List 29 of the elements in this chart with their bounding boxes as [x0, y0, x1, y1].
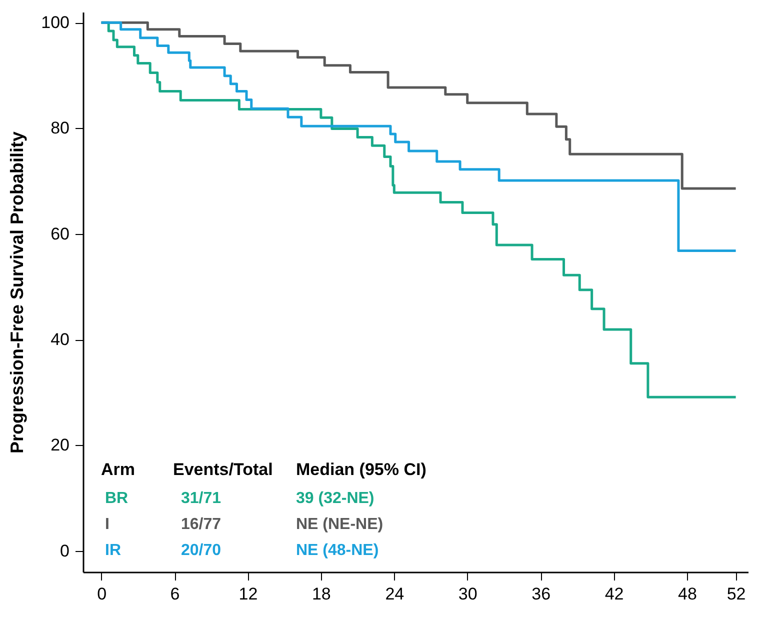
- y-tick-label: 100: [41, 13, 70, 32]
- x-tick-label: 36: [532, 584, 551, 604]
- x-tick-label: 52: [726, 584, 746, 604]
- annotation: Events/Total: [173, 460, 273, 479]
- y-tick-label: 0: [60, 541, 70, 560]
- annotation: 16/77: [181, 516, 222, 533]
- annotation: NE (48-NE): [296, 542, 379, 559]
- y-tick-label: 20: [50, 436, 70, 455]
- y-tick-label: 40: [50, 330, 70, 350]
- annotation: Median (95% CI): [296, 460, 426, 479]
- x-tick-label: 24: [385, 584, 404, 604]
- legend-title: Arm: [101, 460, 136, 479]
- x-tick-label: 48: [678, 584, 697, 604]
- x-tick-label: 6: [170, 584, 180, 604]
- annotation: 39 (32-NE): [296, 490, 374, 507]
- y-tick-label: 60: [50, 224, 70, 244]
- text: IR: [105, 542, 122, 559]
- text: I: [105, 516, 110, 533]
- x-tick-label: 18: [312, 584, 331, 604]
- x-tick-label: 12: [238, 584, 258, 604]
- x-tick-label: 0: [97, 584, 107, 604]
- y-tick-label: 80: [50, 118, 70, 138]
- annotation: NE (NE-NE): [296, 516, 384, 533]
- text: BR: [105, 490, 129, 507]
- y-axis-title: Progression-Free Survival Probability: [7, 131, 28, 454]
- annotation: 31/71: [181, 490, 222, 507]
- annotation: 20/70: [181, 542, 222, 559]
- x-tick-label: 30: [458, 584, 478, 604]
- x-tick-label: 42: [604, 584, 624, 604]
